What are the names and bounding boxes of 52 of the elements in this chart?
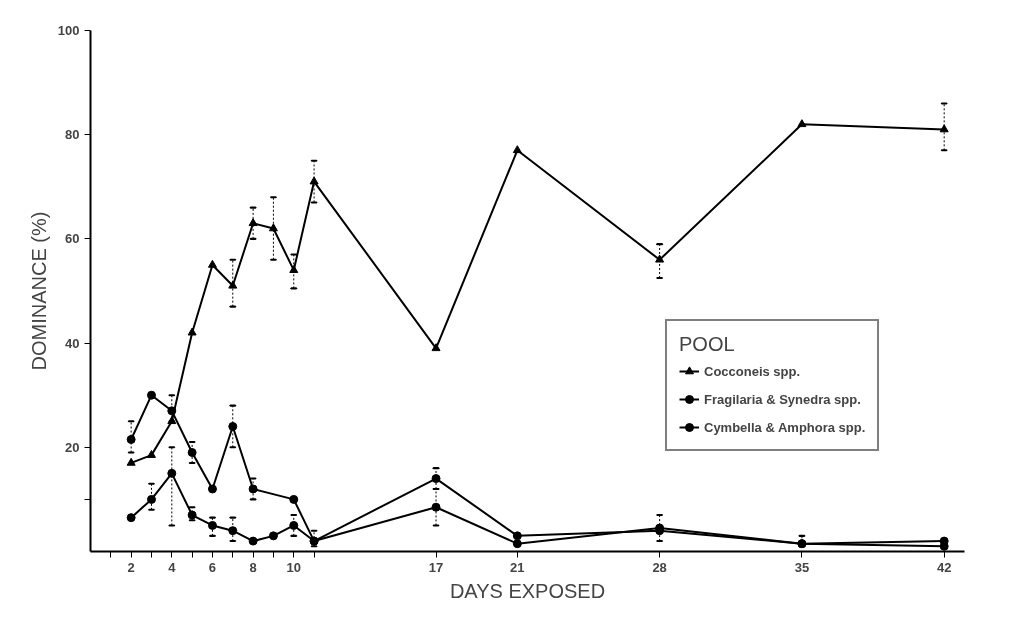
y-tick-label: 100 xyxy=(57,23,80,38)
x-tick-label: 4 xyxy=(168,559,177,575)
point xyxy=(309,176,319,185)
legend-label: Fragilaria & Synedra spp. xyxy=(704,391,861,407)
legend-label: Cymbella & Amphora spp. xyxy=(704,419,866,435)
point xyxy=(797,119,807,128)
point xyxy=(268,531,278,541)
y-tick-label: 20 xyxy=(65,439,80,455)
point xyxy=(512,145,522,154)
x-tick-label: 42 xyxy=(936,559,952,575)
point xyxy=(126,457,136,466)
point xyxy=(187,327,197,336)
x-tick-label: 35 xyxy=(794,559,810,575)
point xyxy=(431,343,441,352)
point xyxy=(146,494,156,504)
x-tick-label: 6 xyxy=(208,559,217,575)
y-tick-label: 80 xyxy=(65,127,80,143)
point xyxy=(146,390,156,400)
point xyxy=(289,494,299,504)
point xyxy=(431,502,441,512)
x-tick-label: 21 xyxy=(510,559,525,575)
point xyxy=(126,434,136,444)
point xyxy=(207,484,217,494)
point xyxy=(655,254,665,263)
point xyxy=(146,450,156,458)
point xyxy=(268,223,278,232)
x-tick-label: 17 xyxy=(428,559,444,575)
x-tick-label: 28 xyxy=(652,559,667,575)
point xyxy=(939,124,949,133)
point xyxy=(167,406,177,416)
point xyxy=(207,259,217,268)
point xyxy=(187,448,197,457)
y-tick-label: 40 xyxy=(65,335,80,351)
x-axis-title: DAYS EXPOSED xyxy=(449,579,606,602)
point xyxy=(126,513,136,523)
point xyxy=(167,468,177,478)
point xyxy=(512,539,522,549)
legend-label: Cocconeis spp. xyxy=(704,363,801,379)
point xyxy=(289,265,299,273)
x-tick-label: 10 xyxy=(286,559,301,575)
y-tick-label: 60 xyxy=(65,231,80,247)
point xyxy=(228,421,238,431)
y-axis-title: DOMINANCE (%) xyxy=(27,211,50,371)
point xyxy=(228,280,238,289)
x-tick-label: 8 xyxy=(249,559,257,575)
legend-title: POOL xyxy=(679,333,736,356)
x-tick-label: 2 xyxy=(127,559,135,575)
point xyxy=(512,531,522,541)
point xyxy=(248,536,258,546)
point xyxy=(289,520,299,530)
point xyxy=(228,526,238,536)
point xyxy=(207,520,217,530)
